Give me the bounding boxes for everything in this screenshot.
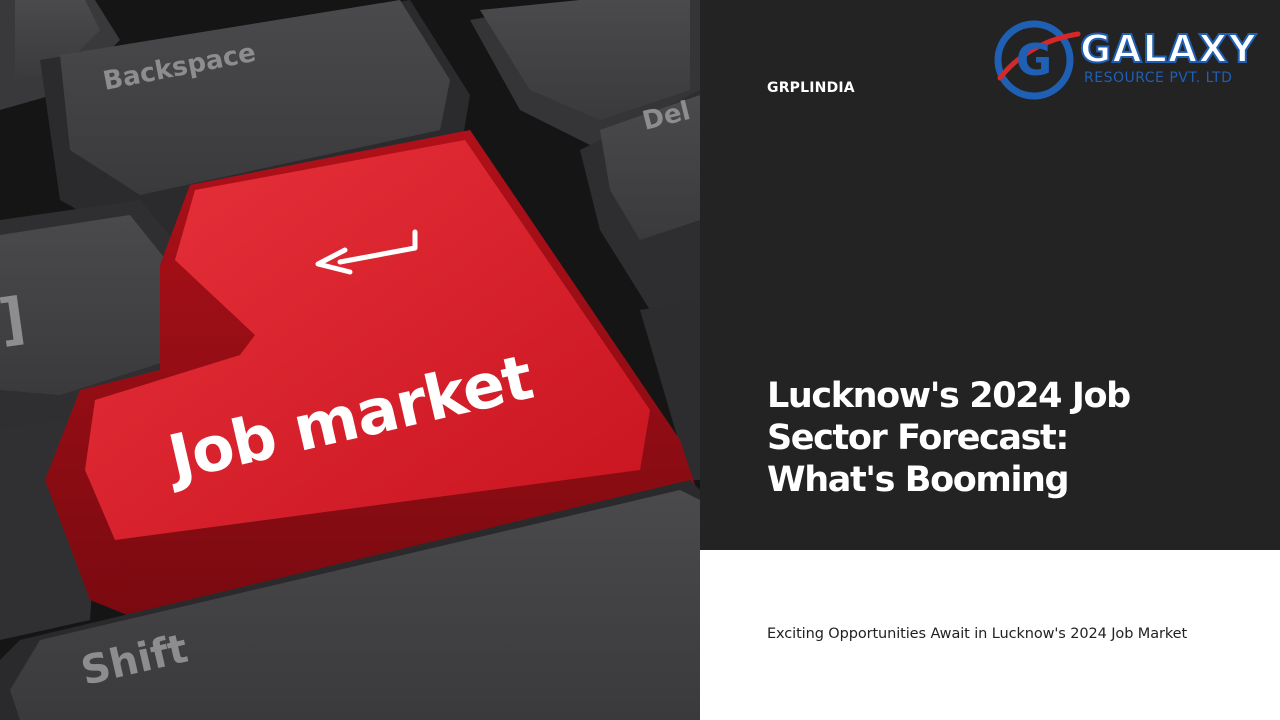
- subtitle-text: Exciting Opportunities Await in Lucknow'…: [767, 626, 1188, 642]
- page-title: Lucknow's 2024 Job Sector Forecast: What…: [767, 375, 1237, 501]
- key-right-lower: [640, 300, 700, 480]
- logo-letter: G: [1016, 35, 1052, 86]
- key-shift: Shift: [0, 480, 700, 720]
- title-panel: GRPLINDIA Lucknow's 2024 Job Sector Fore…: [700, 0, 1280, 550]
- keyboard-illustration: Backspace Del ] Job market: [0, 0, 700, 720]
- key-delete: Del: [580, 90, 700, 310]
- keyboard-photo: Backspace Del ] Job market: [0, 0, 700, 720]
- title-line-3: What's Booming: [767, 460, 1070, 500]
- brand-name: GRPLINDIA: [767, 80, 855, 96]
- title-line-2: Sector Forecast:: [767, 418, 1069, 458]
- logo-emblem-icon: G: [994, 20, 1081, 100]
- title-line-1: Lucknow's 2024 Job: [767, 376, 1131, 416]
- subtitle-area: Exciting Opportunities Await in Lucknow'…: [700, 550, 1280, 720]
- logo-wordmark: GALAXY: [1079, 27, 1258, 71]
- enter-key: Job market: [45, 130, 700, 620]
- galaxy-logo: G GALAXY RESOURCE PVT. LTD: [992, 20, 1267, 100]
- logo-subtitle: RESOURCE PVT. LTD: [1084, 70, 1233, 86]
- enter-arrow-icon: [315, 229, 418, 275]
